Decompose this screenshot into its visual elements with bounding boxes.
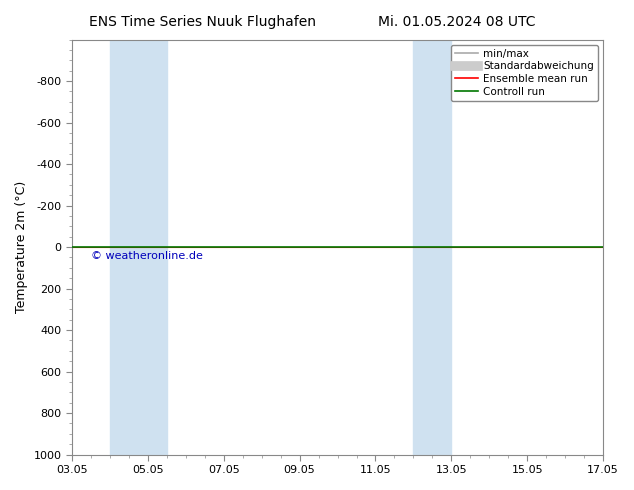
Y-axis label: Temperature 2m (°C): Temperature 2m (°C) [15, 181, 28, 313]
Text: Mi. 01.05.2024 08 UTC: Mi. 01.05.2024 08 UTC [378, 15, 535, 29]
Legend: min/max, Standardabweichung, Ensemble mean run, Controll run: min/max, Standardabweichung, Ensemble me… [451, 45, 598, 101]
Text: ENS Time Series Nuuk Flughafen: ENS Time Series Nuuk Flughafen [89, 15, 316, 29]
Text: © weatheronline.de: © weatheronline.de [91, 251, 203, 261]
Bar [413, 40, 451, 455]
Bar [110, 40, 167, 455]
